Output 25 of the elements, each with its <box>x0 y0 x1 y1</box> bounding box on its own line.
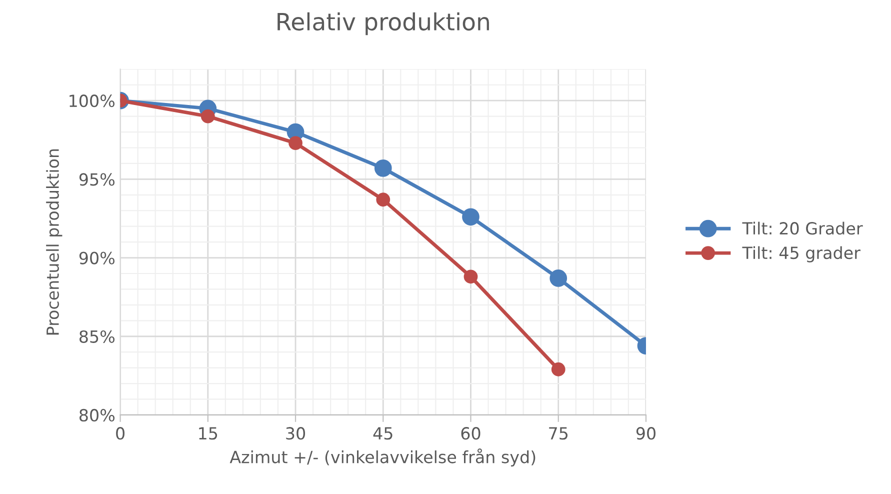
point <box>464 270 478 284</box>
chart-title: Relativ produktion <box>278 12 489 36</box>
point <box>288 136 302 150</box>
point <box>374 160 392 177</box>
point <box>550 270 568 287</box>
x-tick-label: 60 <box>461 427 480 440</box>
x-tick-label: 15 <box>199 427 218 440</box>
legend-label: Tilt: 20 Grader <box>742 222 863 235</box>
y-axis-title: Procentuell produktion <box>46 149 62 335</box>
x-tick-label: 45 <box>373 427 392 440</box>
y-tick-label: 90% <box>79 252 115 264</box>
x-tick-label: 75 <box>549 427 568 440</box>
x-tick-label: 30 <box>286 427 306 440</box>
point <box>551 362 566 376</box>
x-axis-title: Azimut +/- (vinkelavvikelse från syd) <box>230 448 536 467</box>
legend-label: Tilt: 45 grader <box>742 246 860 262</box>
x-tick-label: 0 <box>116 427 124 440</box>
point <box>462 208 480 226</box>
y-tick-label: 95% <box>79 173 115 186</box>
y-tick-label: 100% <box>70 94 115 108</box>
y-tick-label: 85% <box>80 330 115 343</box>
point <box>200 109 215 124</box>
y-tick-label: 80% <box>80 408 115 422</box>
x-tick-label: 90 <box>636 427 656 440</box>
point <box>376 192 390 207</box>
